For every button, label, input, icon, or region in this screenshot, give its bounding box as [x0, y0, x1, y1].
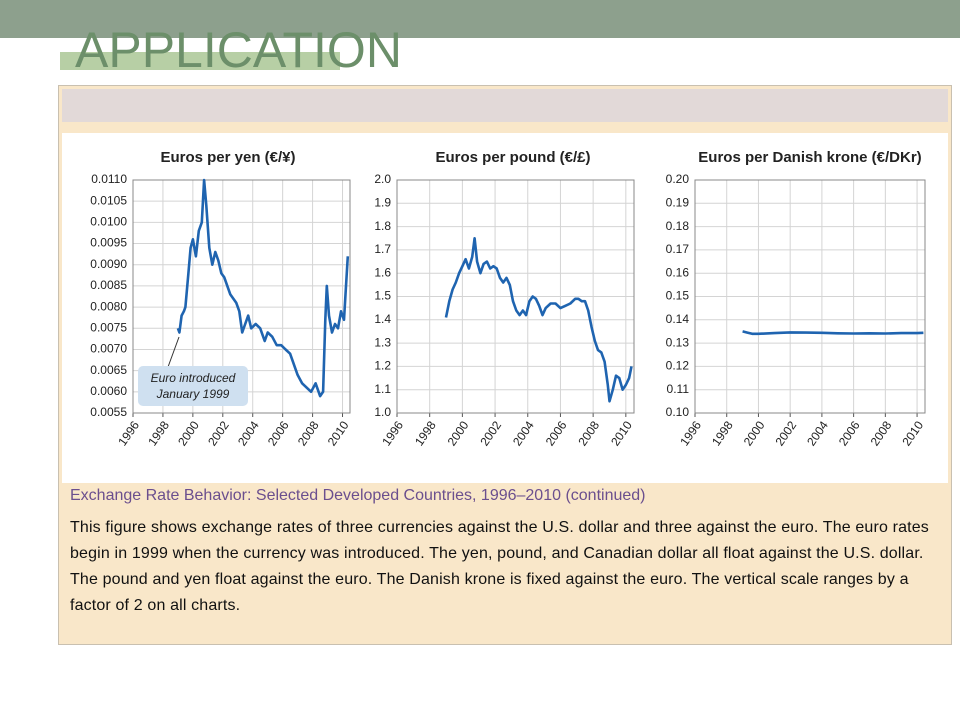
x-tick-label: 2006: [543, 418, 570, 448]
y-tick-label: 0.0105: [90, 193, 127, 207]
x-tick-label: 1996: [677, 418, 704, 448]
y-tick-label: 0.0060: [90, 384, 127, 398]
y-tick-label: 0.0100: [90, 215, 127, 229]
y-tick-label: 1.2: [374, 359, 391, 373]
caption-text: This figure shows exchange rates of thre…: [70, 519, 929, 614]
x-tick-label: 2010: [899, 418, 926, 448]
y-tick-label: 1.8: [374, 219, 391, 233]
x-tick-label: 2004: [510, 418, 537, 448]
x-tick-label: 2000: [175, 418, 202, 448]
x-tick-label: 2002: [477, 418, 504, 448]
caption-title: Exchange Rate Behavior: Selected Develop…: [70, 487, 646, 504]
y-tick-label: 0.20: [666, 172, 690, 186]
y-tick-label: 0.0075: [90, 320, 127, 334]
y-tick-label: 1.6: [374, 265, 391, 279]
y-tick-label: 0.10: [666, 405, 690, 419]
x-tick-label: 2002: [205, 418, 232, 448]
y-tick-label: 0.14: [666, 312, 690, 326]
annotation: Euro introduced: [151, 371, 236, 385]
x-tick-label: 1996: [379, 418, 406, 448]
x-tick-label: 2000: [445, 418, 472, 448]
y-tick-label: 0.0110: [91, 172, 127, 186]
chart-area: [62, 133, 948, 483]
plot-frame: [694, 179, 926, 414]
plot-frame: [396, 179, 635, 414]
chart-title: Euros per pound (€/£): [435, 149, 590, 166]
chart-title: Euros per Danish krone (€/DKr): [698, 149, 921, 166]
x-tick-label: 2008: [575, 418, 602, 448]
y-tick-label: 0.12: [666, 359, 690, 373]
x-tick-label: 1996: [115, 418, 142, 448]
top-bar: [0, 0, 960, 38]
x-tick-label: 1998: [709, 418, 736, 448]
y-tick-label: 0.0085: [90, 278, 127, 292]
y-tick-label: 0.0055: [90, 405, 127, 419]
slide-title: APPLICATION: [75, 22, 402, 78]
y-tick-label: 0.0095: [90, 236, 127, 250]
title-underline: [60, 52, 340, 70]
y-tick-label: 2.0: [374, 172, 391, 186]
x-tick-label: 2008: [868, 418, 895, 448]
x-tick-label: 2006: [836, 418, 863, 448]
plot-frame: [132, 179, 351, 414]
y-tick-label: 0.11: [667, 382, 690, 396]
x-tick-label: 2000: [741, 418, 768, 448]
y-tick-label: 0.15: [666, 289, 690, 303]
x-tick-label: 2004: [235, 418, 262, 448]
y-tick-label: 1.7: [374, 242, 391, 256]
y-tick-label: 0.19: [666, 195, 690, 209]
line-series: [176, 178, 350, 398]
y-tick-label: 0.0065: [90, 363, 127, 377]
y-tick-label: 1.4: [374, 312, 391, 326]
y-tick-label: 1.9: [374, 195, 391, 209]
x-tick-label: 2008: [295, 418, 322, 448]
y-tick-label: 0.17: [666, 242, 690, 256]
y-tick-label: 1.3: [374, 335, 391, 349]
y-tick-label: 0.18: [666, 219, 690, 233]
chart-title: Euros per yen (€/¥): [160, 149, 295, 166]
x-tick-label: 1998: [412, 418, 439, 448]
y-tick-label: 1.5: [374, 289, 391, 303]
y-tick-label: 1.0: [374, 405, 391, 419]
y-tick-label: 0.0090: [90, 257, 127, 271]
panel-strip: [62, 89, 948, 122]
y-tick-label: 0.13: [666, 335, 690, 349]
x-tick-label: 2010: [325, 418, 352, 448]
x-tick-label: 2002: [772, 418, 799, 448]
x-tick-label: 2004: [804, 418, 831, 448]
x-tick-label: 2010: [608, 418, 635, 448]
y-tick-label: 0.0080: [90, 299, 127, 313]
y-tick-label: 0.16: [666, 265, 690, 279]
y-tick-label: 1.1: [374, 382, 391, 396]
annotation-box: [138, 366, 248, 406]
x-tick-label: 2006: [265, 418, 292, 448]
line-series: [444, 237, 633, 403]
line-series: [742, 330, 924, 336]
annotation: January 1999: [156, 387, 230, 401]
x-tick-label: 1998: [145, 418, 172, 448]
y-tick-label: 0.0070: [90, 342, 127, 356]
annotation-pointer: [167, 336, 180, 368]
